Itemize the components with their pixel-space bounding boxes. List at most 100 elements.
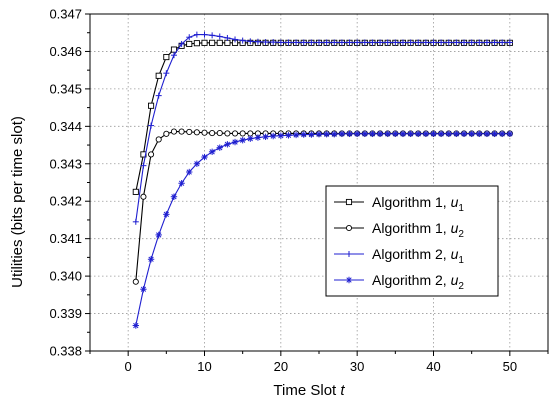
data-point bbox=[148, 122, 155, 129]
data-point bbox=[163, 54, 170, 61]
data-point bbox=[216, 33, 223, 40]
data-point bbox=[392, 130, 399, 138]
data-point bbox=[483, 130, 491, 138]
legend-item-2: Algorithm 1, u2 bbox=[334, 220, 464, 240]
y-tick-label: 0.346 bbox=[49, 44, 82, 59]
data-point bbox=[247, 135, 254, 142]
data-point bbox=[376, 130, 384, 138]
marker-stroke bbox=[133, 322, 139, 329]
data-point bbox=[178, 128, 185, 135]
marker-stroke bbox=[446, 131, 452, 137]
marker-stroke bbox=[178, 180, 185, 186]
data-point bbox=[209, 39, 216, 46]
marker-stroke bbox=[415, 131, 421, 137]
data-point bbox=[270, 39, 277, 46]
series-layer bbox=[132, 31, 514, 329]
y-tick-label: 0.342 bbox=[49, 194, 82, 209]
data-point bbox=[270, 132, 277, 140]
data-point bbox=[155, 231, 162, 239]
marker-stroke bbox=[507, 131, 513, 137]
legend-item-1: Algorithm 1, u1 bbox=[334, 194, 464, 214]
data-point bbox=[353, 130, 361, 138]
y-tick-label: 0.345 bbox=[49, 81, 82, 96]
data-point bbox=[491, 39, 498, 46]
data-point bbox=[338, 39, 345, 46]
data-point bbox=[392, 39, 399, 46]
marker-stroke bbox=[369, 131, 376, 137]
data-point bbox=[499, 39, 506, 46]
marker-stroke bbox=[491, 131, 498, 137]
data-point bbox=[186, 128, 193, 135]
x-tick-label: 40 bbox=[426, 359, 440, 374]
data-point bbox=[224, 130, 231, 137]
data-point bbox=[308, 39, 315, 46]
marker-stroke bbox=[293, 132, 299, 138]
data-point bbox=[369, 39, 376, 46]
y-tick-label: 0.338 bbox=[49, 344, 82, 359]
legend-label-text: Algorithm 1, bbox=[372, 220, 451, 236]
marker-stroke bbox=[285, 132, 292, 138]
y-tick-label: 0.339 bbox=[49, 306, 82, 321]
data-point bbox=[140, 193, 147, 200]
data-point bbox=[430, 39, 437, 46]
data-point bbox=[476, 39, 483, 46]
data-point bbox=[407, 39, 414, 46]
data-point bbox=[232, 36, 239, 43]
data-point bbox=[247, 130, 254, 137]
data-point bbox=[499, 130, 506, 138]
data-point bbox=[453, 130, 460, 138]
data-point bbox=[384, 39, 391, 46]
y-axis-label: Utilities (bits per time slot) bbox=[9, 116, 26, 288]
data-point bbox=[163, 211, 170, 218]
data-point bbox=[438, 39, 445, 46]
legend-label-variable: u bbox=[451, 272, 459, 288]
data-point bbox=[331, 39, 338, 46]
data-point bbox=[277, 39, 284, 46]
data-point bbox=[201, 39, 208, 46]
marker-stroke bbox=[224, 141, 231, 147]
data-point bbox=[354, 39, 361, 46]
marker-stroke bbox=[301, 131, 307, 138]
marker-stroke bbox=[461, 131, 467, 137]
data-point bbox=[163, 130, 170, 137]
data-point bbox=[468, 130, 475, 138]
legend-label-variable: u bbox=[451, 246, 459, 262]
legend-label-subscript: 2 bbox=[458, 229, 464, 240]
data-point bbox=[193, 129, 200, 136]
data-point bbox=[506, 39, 513, 46]
data-point bbox=[148, 151, 155, 158]
data-point bbox=[422, 39, 429, 46]
legend-label-variable: u bbox=[451, 194, 459, 210]
data-point bbox=[140, 162, 147, 169]
data-point bbox=[239, 136, 246, 144]
legend-label-subscript: 1 bbox=[458, 203, 464, 214]
data-point bbox=[293, 39, 300, 46]
marker-stroke bbox=[255, 134, 261, 141]
marker-stroke bbox=[354, 131, 360, 137]
data-point bbox=[285, 132, 292, 139]
x-tick-label: 20 bbox=[274, 359, 288, 374]
marker-stroke bbox=[407, 131, 414, 137]
data-point bbox=[193, 31, 200, 38]
marker-stroke bbox=[331, 131, 337, 137]
x-tick-label: 50 bbox=[503, 359, 517, 374]
data-point bbox=[155, 136, 162, 143]
data-point bbox=[147, 256, 155, 263]
data-point bbox=[422, 130, 430, 138]
data-point bbox=[209, 32, 216, 39]
data-point bbox=[208, 148, 216, 155]
marker-stroke bbox=[438, 131, 444, 137]
marker-stroke bbox=[392, 131, 398, 137]
y-tick-label: 0.343 bbox=[49, 156, 82, 171]
data-point bbox=[170, 193, 178, 200]
data-point bbox=[361, 130, 368, 138]
data-point bbox=[140, 286, 147, 293]
data-point bbox=[186, 40, 193, 48]
marker-stroke bbox=[201, 154, 208, 160]
data-point bbox=[506, 130, 514, 138]
data-point bbox=[155, 92, 162, 99]
marker-stroke bbox=[453, 131, 460, 137]
data-point bbox=[384, 130, 391, 138]
data-point bbox=[155, 72, 162, 79]
data-point bbox=[239, 37, 246, 44]
